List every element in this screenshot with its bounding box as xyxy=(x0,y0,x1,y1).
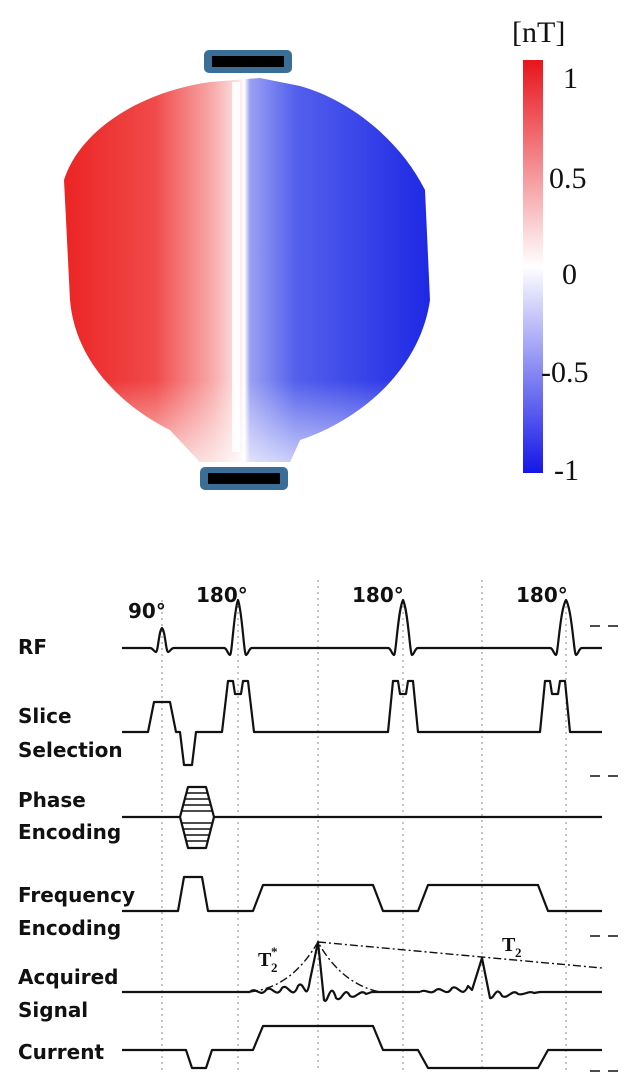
row-label-slice: Selection xyxy=(18,738,123,762)
row-label-frequency: Frequency xyxy=(18,883,135,907)
row-label-phase: Encoding xyxy=(18,820,121,844)
row-label-signal: Acquired xyxy=(18,965,119,989)
colorbar-scale xyxy=(523,60,543,473)
colorbar-tick: 1 xyxy=(563,62,578,95)
t2-subscript: 2 xyxy=(515,945,522,960)
t2-star-superscript: * xyxy=(271,944,278,959)
colorbar-tick: -1 xyxy=(554,454,579,487)
colorbar-tick: 0.5 xyxy=(549,162,587,195)
pulse-angle-label: 90° xyxy=(128,599,166,623)
row-label-slice: Slice xyxy=(18,704,72,728)
colorbar-tick: -0.5 xyxy=(541,356,589,389)
pulse-sequence: RF Slice Selection Phase Encoding Freque… xyxy=(18,580,618,1072)
acquired-signal: T 2 * T 2 xyxy=(122,934,603,1002)
t2-label: T xyxy=(502,934,516,956)
rf-waveform xyxy=(122,598,602,657)
colorbar: [nT] 1 0.5 0 -0.5 -1 xyxy=(512,16,589,487)
pulse-angle-label: 180° xyxy=(516,583,568,607)
frequency-encoding-waveform xyxy=(122,875,602,913)
row-label-rf: RF xyxy=(18,635,47,659)
row-label-frequency: Encoding xyxy=(18,916,121,940)
field-map xyxy=(64,50,430,490)
slice-selection-waveform xyxy=(122,679,602,767)
colorbar-unit: [nT] xyxy=(512,16,565,49)
row-label-current: Current xyxy=(18,1040,104,1064)
t2-star-subscript: 2 xyxy=(271,960,278,975)
current-waveform xyxy=(122,1024,602,1070)
row-label-signal: Signal xyxy=(18,998,88,1022)
t2-star-label: T xyxy=(258,949,272,971)
colorbar-tick: 0 xyxy=(562,258,577,291)
pulse-angle-label: 180° xyxy=(352,583,404,607)
phase-encoding-waveform xyxy=(122,785,602,850)
row-label-phase: Phase xyxy=(18,788,86,812)
